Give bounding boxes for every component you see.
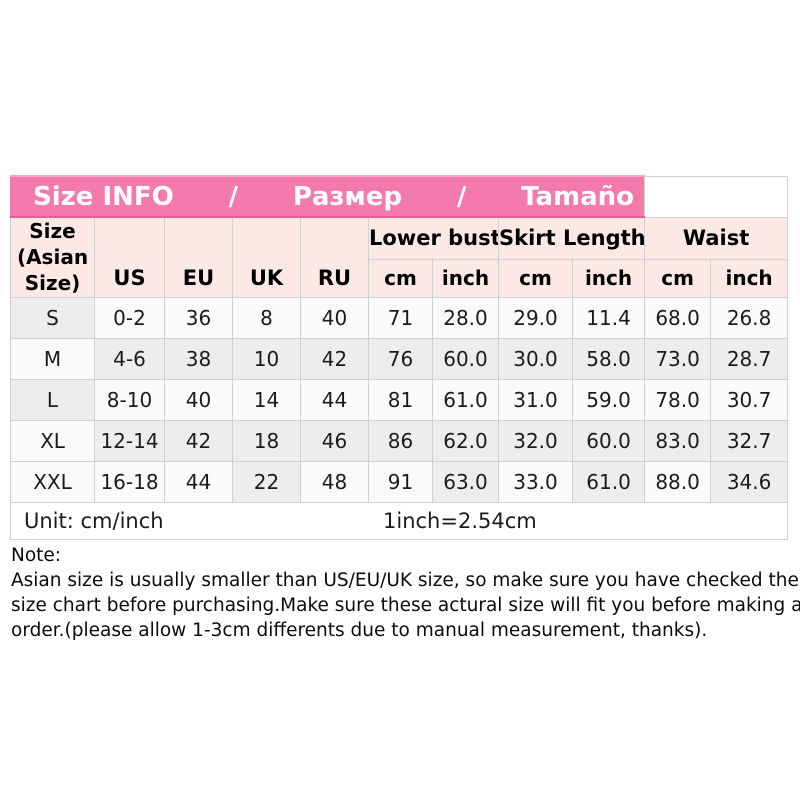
title-separator: / (228, 181, 239, 212)
note-heading: Note: (11, 545, 62, 566)
waist-header: Waist (644, 216, 789, 260)
size-label-cell: M (10, 337, 95, 380)
size-label-cell: S (10, 296, 95, 339)
measurement-cell: 32.0 (498, 419, 573, 462)
lower-bust-header: Lower bust (368, 216, 499, 260)
measurement-cell: 12-14 (94, 419, 165, 462)
inch-conversion: 1inch=2.54cm (383, 508, 537, 533)
skirt-length-header: Skirt Length (497, 216, 646, 260)
measurement-cell: 26.8 (710, 296, 789, 339)
cm-subheader: cm (498, 258, 573, 298)
title-text: Size INFO / Размер / Tamaño (12, 181, 644, 212)
measurement-cell: 91 (368, 460, 433, 503)
measurement-cell: 73.0 (644, 337, 712, 380)
measurement-cell: 68.0 (644, 296, 712, 339)
eu-column-header: EU (164, 216, 233, 298)
measurement-cell: 62.0 (432, 419, 499, 462)
measurement-cell: 60.0 (571, 419, 646, 462)
size-header-line: (Asian (16, 245, 89, 270)
unit-cell: Unit: cm/inch 1inch=2.54cm (9, 501, 789, 540)
measurement-cell: 22 (232, 460, 301, 503)
measurement-cell: 8 (232, 296, 301, 339)
measurement-cell: 86 (368, 419, 433, 462)
measurement-cell: 71 (368, 296, 433, 339)
unit-row: Unit: cm/inch 1inch=2.54cm (9, 501, 789, 540)
cm-subheader: cm (368, 258, 433, 298)
measurement-cell: 81 (368, 378, 433, 421)
inch-subheader: inch (571, 258, 646, 298)
size-label-cell: XL (10, 419, 95, 462)
size-header-line: Size) (24, 271, 81, 296)
measurement-cell: 46 (300, 419, 369, 462)
header-sub-row: cm inch cm inch cm inch (11, 258, 789, 298)
measurement-cell: 10 (232, 337, 301, 380)
measurement-cell: 34.6 (710, 460, 789, 503)
size-column-header: Size (Asian Size) (10, 216, 95, 298)
title-row: Size INFO / Размер / Tamaño (9, 175, 789, 218)
measurement-cell: 30.0 (498, 337, 573, 380)
header-group-row: Size (Asian Size) US EU UK RU Lower bust… (10, 216, 789, 298)
ru-column-header: RU (300, 216, 369, 298)
measurement-cell: 58.0 (571, 337, 646, 380)
title-banner: Size INFO / Размер / Tamaño (9, 175, 646, 218)
blank-corner-cell (644, 175, 789, 218)
title-russian: Размер (292, 181, 403, 212)
measurement-cell: 63.0 (432, 460, 499, 503)
table-row: S 0-2 36 8 40 71 28.0 29.0 11.4 68.0 26.8 (10, 296, 789, 339)
us-column-header: US (94, 216, 165, 298)
inch-subheader: inch (710, 258, 789, 298)
measurement-cell: 32.7 (710, 419, 789, 462)
measurement-cell: 4-6 (94, 337, 165, 380)
measurement-cell: 40 (164, 378, 233, 421)
measurement-cell: 30.7 (710, 378, 789, 421)
size-chart-table: Size INFO / Размер / Tamaño Size (Asian … (9, 175, 789, 540)
measurement-cell: 42 (164, 419, 233, 462)
measurement-cell: 36 (164, 296, 233, 339)
note-line: Asian size is usually smaller than US/EU… (11, 570, 799, 591)
size-label-cell: XXL (10, 460, 95, 503)
measurement-cell: 83.0 (644, 419, 712, 462)
measurement-cell: 18 (232, 419, 301, 462)
uk-column-header: UK (232, 216, 301, 298)
table-row: XXL 16-18 44 22 48 91 63.0 33.0 61.0 88.0 34.6 (10, 460, 789, 503)
measurement-cell: 44 (164, 460, 233, 503)
measurement-cell: 28.0 (432, 296, 499, 339)
measurement-cell: 48 (300, 460, 369, 503)
measurement-cell: 61.0 (571, 460, 646, 503)
measurement-cell: 33.0 (498, 460, 573, 503)
measurement-cell: 60.0 (432, 337, 499, 380)
inch-subheader: inch (432, 258, 499, 298)
note-line: size chart before purchasing.Make sure t… (11, 595, 800, 616)
measurement-cell: 88.0 (644, 460, 712, 503)
measurement-cell: 76 (368, 337, 433, 380)
measurement-cell: 14 (232, 378, 301, 421)
measurement-cell: 44 (300, 378, 369, 421)
measurement-cell: 59.0 (571, 378, 646, 421)
measurement-cell: 42 (300, 337, 369, 380)
note-line: order.(please allow 1-3cm differents due… (11, 620, 708, 641)
measurement-cell: 0-2 (94, 296, 165, 339)
title-spanish: Tamaño (521, 181, 635, 212)
measurement-cell: 11.4 (571, 296, 646, 339)
unit-label: Unit: cm/inch (24, 508, 164, 533)
measurement-cell: 16-18 (94, 460, 165, 503)
size-header-line: Size (29, 219, 76, 244)
cm-subheader: cm (644, 258, 712, 298)
size-label-cell: L (10, 378, 95, 421)
measurement-cell: 61.0 (432, 378, 499, 421)
measurement-cell: 38 (164, 337, 233, 380)
measurement-cell: 31.0 (498, 378, 573, 421)
table-row: XL 12-14 42 18 46 86 62.0 32.0 60.0 83.0 32.7 (10, 419, 789, 462)
table-row: L 8-10 40 14 44 81 61.0 31.0 59.0 78.0 30.7 (10, 378, 789, 421)
measurement-cell: 78.0 (644, 378, 712, 421)
title-english: Size INFO (33, 181, 174, 212)
title-separator: / (456, 181, 467, 212)
measurement-cell: 40 (300, 296, 369, 339)
note-block: Note: Asian size is usually smaller than… (11, 543, 800, 643)
table-row: M 4-6 38 10 42 76 60.0 30.0 58.0 73.0 28.7 (10, 337, 789, 380)
measurement-cell: 28.7 (710, 337, 789, 380)
measurement-cell: 29.0 (498, 296, 573, 339)
measurement-cell: 8-10 (94, 378, 165, 421)
